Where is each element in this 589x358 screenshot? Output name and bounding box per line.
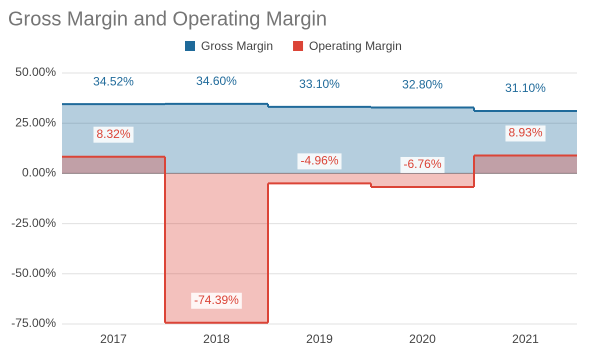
x-tick-label: 2018: [203, 332, 230, 346]
data-label-bg: [93, 126, 134, 143]
x-tick-label: 2020: [409, 332, 436, 346]
area-step: [62, 156, 165, 174]
x-tick-label: 2017: [100, 332, 127, 346]
legend-swatch: [293, 41, 304, 51]
x-tick-label: 2019: [306, 332, 333, 346]
x-tick-label: 2021: [512, 332, 539, 346]
data-label: 33.10%: [299, 77, 340, 91]
y-tick-label: -75.00%: [11, 316, 56, 330]
data-label-bg: [191, 292, 242, 309]
data-label-bg: [297, 153, 342, 170]
legend-swatch: [185, 41, 195, 51]
area-step: [165, 103, 268, 174]
legend-label: Operating Margin: [309, 39, 402, 53]
area-step: [268, 173, 371, 184]
data-label: 34.52%: [93, 74, 134, 88]
data-label: -4.96%: [300, 154, 338, 168]
data-label: 32.80%: [402, 78, 443, 92]
area-step: [474, 155, 577, 174]
y-tick-label: 25.00%: [15, 115, 56, 129]
data-label: 34.60%: [196, 74, 237, 88]
data-label-bg: [505, 125, 546, 142]
data-label: 8.32%: [96, 127, 130, 141]
area-step: [371, 173, 474, 187]
area-step: [474, 110, 577, 174]
y-tick-label: -25.00%: [11, 216, 56, 230]
chart-title: Gross Margin and Operating Margin: [8, 8, 327, 30]
data-label: -74.39%: [194, 293, 239, 307]
y-tick-label: 50.00%: [15, 65, 56, 79]
y-tick-label: -50.00%: [11, 266, 56, 280]
legend-label: Gross Margin: [201, 39, 273, 53]
y-tick-label: 0.00%: [22, 166, 56, 180]
data-label-bg: [400, 156, 445, 173]
data-label: 31.10%: [505, 81, 546, 95]
data-label: 8.93%: [508, 126, 542, 140]
series: [62, 154, 577, 324]
data-label: -6.76%: [403, 157, 441, 171]
